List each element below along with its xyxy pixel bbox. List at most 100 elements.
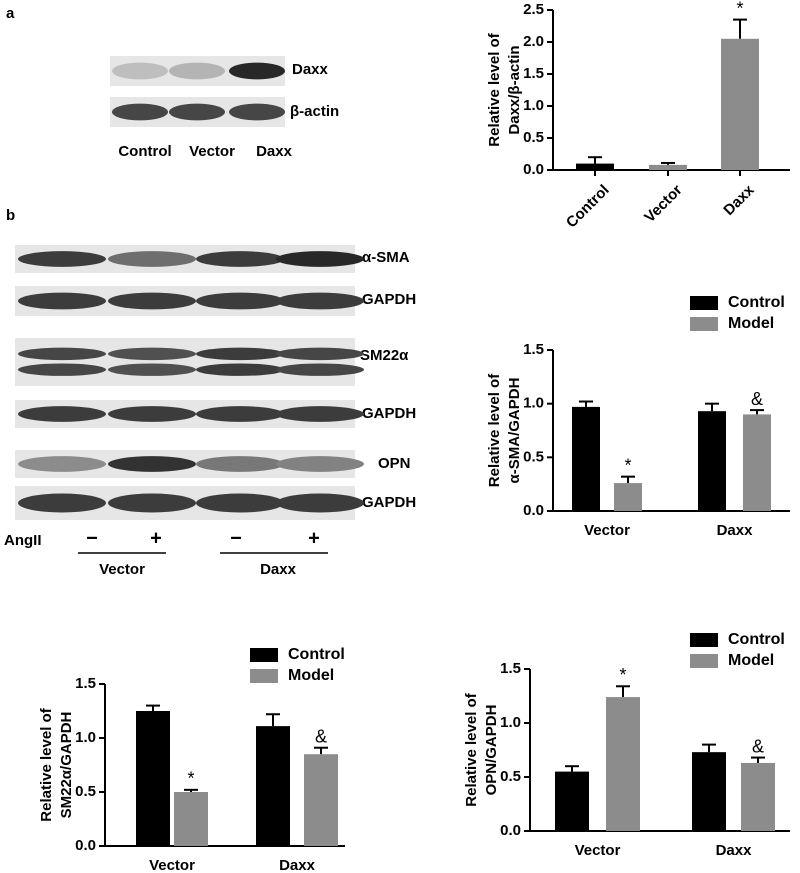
blot-band bbox=[276, 363, 364, 376]
blot-band bbox=[276, 456, 364, 472]
blot-band bbox=[108, 347, 196, 361]
bar bbox=[692, 752, 726, 831]
annotation: & bbox=[751, 389, 763, 409]
bar bbox=[649, 164, 687, 170]
y-tick-label: 0.0 bbox=[523, 502, 544, 519]
lane-label: Vector bbox=[189, 143, 235, 160]
y-axis-label: Daxx/β-actin bbox=[506, 45, 523, 134]
blot-band bbox=[112, 62, 168, 80]
blot-band bbox=[18, 406, 106, 422]
blot-band bbox=[196, 292, 284, 310]
annotation: * bbox=[619, 665, 626, 685]
blot-band bbox=[108, 292, 196, 310]
blot-band bbox=[169, 62, 225, 80]
x-tick-label: Vector bbox=[641, 182, 686, 227]
y-axis-label: OPN/GAPDH bbox=[483, 705, 500, 796]
y-axis-label: SM22α/GAPDH bbox=[58, 712, 75, 819]
y-tick-label: 1.5 bbox=[500, 660, 521, 677]
x-tick-label: Daxx bbox=[279, 857, 316, 873]
bar bbox=[721, 38, 759, 170]
blot-band bbox=[196, 363, 284, 376]
annotation: & bbox=[752, 736, 764, 756]
blot-band bbox=[276, 347, 364, 361]
x-tick-label: Control bbox=[563, 182, 613, 232]
legend-swatch bbox=[690, 317, 718, 331]
blot-band bbox=[196, 493, 284, 513]
blot-band bbox=[276, 251, 364, 267]
bar bbox=[741, 762, 775, 831]
bar bbox=[614, 483, 642, 511]
blot-band bbox=[18, 347, 106, 361]
lane-label: Daxx bbox=[256, 143, 293, 160]
x-tick-label: Vector bbox=[584, 522, 630, 539]
legend-label: Model bbox=[288, 667, 334, 684]
blot-band bbox=[276, 493, 364, 513]
blot-band bbox=[18, 292, 106, 310]
legend-label: Model bbox=[728, 315, 774, 332]
annotation: * bbox=[187, 769, 194, 789]
y-tick-label: 0.5 bbox=[75, 783, 96, 800]
blot-band bbox=[196, 347, 284, 361]
sign: + bbox=[308, 527, 320, 549]
y-tick-label: 1.5 bbox=[75, 675, 96, 692]
y-tick-label: 2.0 bbox=[523, 33, 544, 50]
blot-band bbox=[169, 103, 225, 121]
band-label: Daxx bbox=[292, 61, 329, 78]
y-axis-label: Relative level of bbox=[38, 707, 55, 821]
legend-label: Control bbox=[728, 294, 785, 311]
y-tick-label: 1.0 bbox=[523, 395, 544, 412]
y-tick-label: 0.5 bbox=[500, 768, 521, 785]
legend-swatch bbox=[690, 654, 718, 668]
x-tick-label: Vector bbox=[575, 842, 621, 859]
y-tick-label: 0.0 bbox=[523, 161, 544, 178]
x-tick-label: Daxx bbox=[720, 181, 758, 219]
legend-swatch bbox=[690, 633, 718, 647]
band-label: α-SMA bbox=[362, 249, 410, 266]
blot-band bbox=[18, 493, 106, 513]
x-tick-label: Daxx bbox=[716, 842, 753, 859]
band-label: GAPDH bbox=[362, 291, 416, 308]
bar bbox=[304, 754, 338, 846]
y-axis-label: Relative level of bbox=[486, 373, 503, 487]
annotation: & bbox=[315, 726, 327, 746]
y-tick-label: 1.5 bbox=[523, 65, 544, 82]
blot-band bbox=[108, 493, 196, 513]
legend-label: Control bbox=[728, 631, 785, 648]
y-tick-label: 0.0 bbox=[500, 822, 521, 839]
group-label: Vector bbox=[99, 561, 145, 578]
panel-label: a bbox=[6, 5, 15, 22]
y-tick-label: 1.0 bbox=[500, 714, 521, 731]
bar bbox=[256, 726, 290, 846]
group-label: Daxx bbox=[260, 561, 297, 578]
blot-band bbox=[108, 363, 196, 376]
y-tick-label: 1.0 bbox=[523, 97, 544, 114]
blot-band bbox=[229, 62, 285, 80]
bar bbox=[555, 771, 589, 831]
y-axis-label: Relative level of bbox=[486, 32, 503, 146]
band-label: β-actin bbox=[290, 103, 339, 120]
legend-label: Control bbox=[288, 646, 345, 663]
sign: − bbox=[230, 527, 242, 549]
blot-band bbox=[196, 406, 284, 422]
blot-band bbox=[18, 363, 106, 376]
bar bbox=[576, 163, 614, 170]
x-tick-label: Daxx bbox=[717, 522, 754, 539]
blot-band bbox=[276, 406, 364, 422]
blot-band bbox=[18, 456, 106, 472]
y-tick-label: 0.0 bbox=[75, 837, 96, 854]
y-axis-label: α-SMA/GAPDH bbox=[506, 378, 523, 484]
annotation: * bbox=[624, 455, 631, 475]
blot-band bbox=[229, 103, 285, 121]
bar bbox=[606, 697, 640, 831]
y-tick-label: 0.5 bbox=[523, 448, 544, 465]
blot-band bbox=[108, 251, 196, 267]
panel-label: b bbox=[6, 207, 15, 224]
blot-band bbox=[108, 456, 196, 472]
blot-band bbox=[18, 251, 106, 267]
blot-band bbox=[276, 292, 364, 310]
band-label: GAPDH bbox=[362, 494, 416, 511]
bar bbox=[136, 711, 170, 846]
blot-band bbox=[112, 103, 168, 121]
annotation: * bbox=[736, 0, 743, 18]
